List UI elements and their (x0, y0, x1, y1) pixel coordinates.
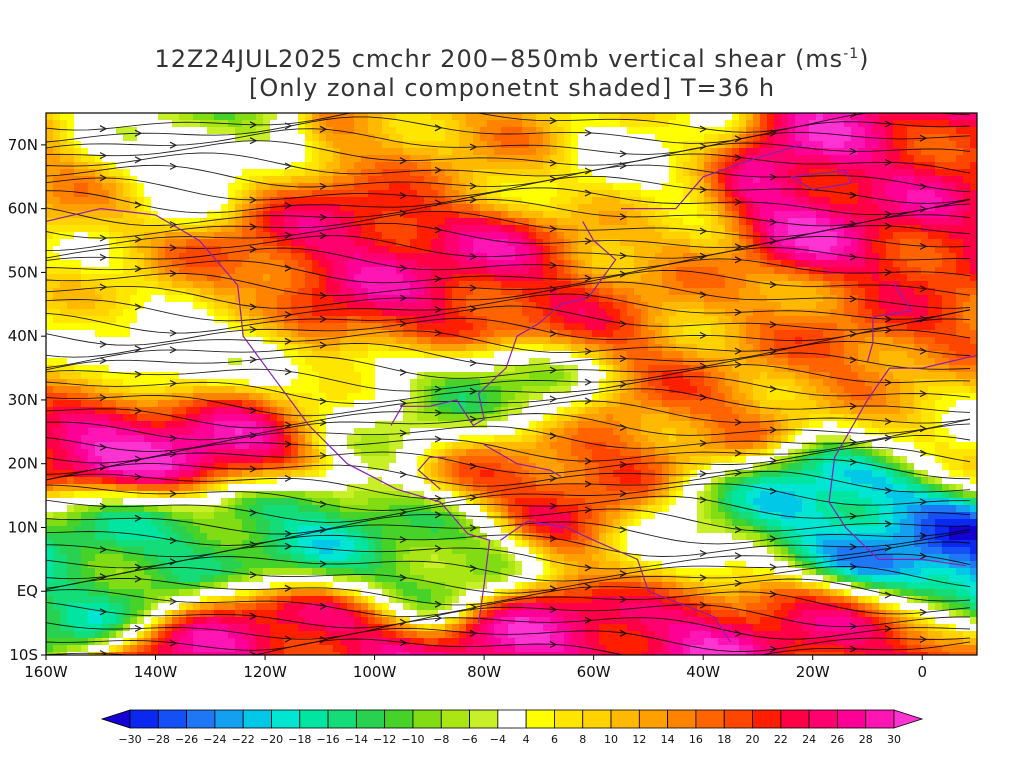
colorbar-tick-label: −12 (373, 733, 396, 746)
colorbar-box (129, 709, 159, 729)
colorbar-tick-label: 30 (887, 733, 901, 746)
title-closing-paren: ) (859, 45, 870, 73)
colorbar-box (327, 709, 357, 729)
colorbar-box (667, 709, 697, 729)
x-tick-label: 100W (353, 663, 397, 681)
colorbar: −30 −28 −26 −24 −22 −20 −18 −16 −14 −12 −10 −8 −6 −4 4… (100, 709, 924, 746)
colorbar-over-triangle (893, 709, 924, 729)
y-tick-label: 40N (8, 327, 38, 345)
colorbar-tick-label: −10 (401, 733, 424, 746)
colorbar-box (865, 709, 895, 729)
y-tick-label: 20N (8, 455, 38, 473)
colorbar-box (808, 709, 838, 729)
colorbar-tick-label: 6 (551, 733, 558, 746)
colorbar-box (554, 709, 584, 729)
colorbar-tick-label: 12 (632, 733, 646, 746)
shear-streamlines (46, 113, 971, 655)
colorbar-tick-label: −8 (433, 733, 449, 746)
colorbar-box (299, 709, 329, 729)
y-tick-label: 50N (8, 263, 38, 281)
colorbar-box (384, 709, 414, 729)
colorbar-box (157, 709, 187, 729)
colorbar-tick-label: −16 (316, 733, 339, 746)
colorbar-box (837, 709, 867, 729)
colorbar-box (440, 709, 470, 729)
y-tick-label: 70N (8, 136, 38, 154)
y-tick-label: 60N (8, 200, 38, 218)
plot-frame (45, 112, 978, 656)
colorbar-box (497, 709, 527, 729)
colorbar-under-triangle (100, 709, 131, 729)
colorbar-box (695, 709, 725, 729)
colorbar-tick-label: −6 (461, 733, 477, 746)
colorbar-tick-label: 26 (830, 733, 844, 746)
title-line-1: 12Z24JUL2025 cmchr 200−850mb vertical sh… (0, 45, 1024, 73)
colorbar-tick-label: −14 (345, 733, 368, 746)
title-main-text: 12Z24JUL2025 cmchr 200−850mb vertical sh… (154, 45, 844, 73)
title-unit-superscript: -1 (843, 46, 860, 62)
colorbar-box (214, 709, 244, 729)
colorbar-tick-label: 18 (717, 733, 731, 746)
colorbar-box (638, 709, 669, 729)
colorbar-tick-label: 16 (689, 733, 703, 746)
colorbar-box (723, 709, 753, 729)
colorbar-tick-label: −30 (118, 733, 141, 746)
colorbar-tick-label: −28 (147, 733, 170, 746)
colorbar-tick-label: −18 (288, 733, 311, 746)
map-axes: 160W 140W 120W 100W 80W 60W 40W 20W 0 10S EQ 10N 20N… (8, 112, 978, 681)
shear-shading (46, 113, 977, 655)
colorbar-tick-label: 20 (746, 733, 760, 746)
coastlines (46, 144, 977, 643)
colorbar-tick-label: 4 (523, 733, 530, 746)
colorbar-box (752, 709, 782, 729)
colorbar-tick-label: 24 (802, 733, 816, 746)
x-tick-label: 80W (467, 663, 501, 681)
colorbar-box (242, 709, 272, 729)
x-tick-label: 140W (134, 663, 178, 681)
colorbar-box (469, 709, 499, 729)
colorbar-box (780, 709, 810, 729)
x-tick-label: 40W (686, 663, 720, 681)
colorbar-box (525, 709, 555, 729)
colorbar-box (582, 709, 612, 729)
colorbar-box (610, 709, 640, 729)
map-plot-area (46, 113, 977, 655)
colorbar-tick-label: 10 (604, 733, 618, 746)
colorbar-tick-label: −22 (232, 733, 255, 746)
colorbar-box (186, 709, 216, 729)
colorbar-tick-label: −26 (175, 733, 198, 746)
colorbar-tick-label: 14 (661, 733, 675, 746)
colorbar-box (271, 709, 301, 729)
colorbar-tick-label: −20 (260, 733, 283, 746)
y-tick-label: EQ (17, 582, 38, 600)
x-tick-label: 120W (243, 663, 287, 681)
colorbar-tick-label: −4 (490, 733, 506, 746)
colorbar-box (412, 709, 442, 729)
colorbar-tick-label: 22 (774, 733, 788, 746)
y-tick-label: 30N (8, 391, 38, 409)
x-tick-label: 0 (917, 663, 927, 681)
title-line-2: [Only zonal componetnt shaded] T=36 h (248, 74, 776, 102)
colorbar-box (355, 709, 386, 729)
colorbar-tick-label: −24 (203, 733, 226, 746)
colorbar-tick-label: 28 (859, 733, 873, 746)
x-tick-label: 160W (24, 663, 68, 681)
y-tick-label: 10N (8, 518, 38, 536)
x-tick-label: 60W (577, 663, 611, 681)
x-tick-label: 20W (796, 663, 830, 681)
y-tick-label: 10S (9, 646, 38, 664)
colorbar-tick-label: 8 (579, 733, 586, 746)
